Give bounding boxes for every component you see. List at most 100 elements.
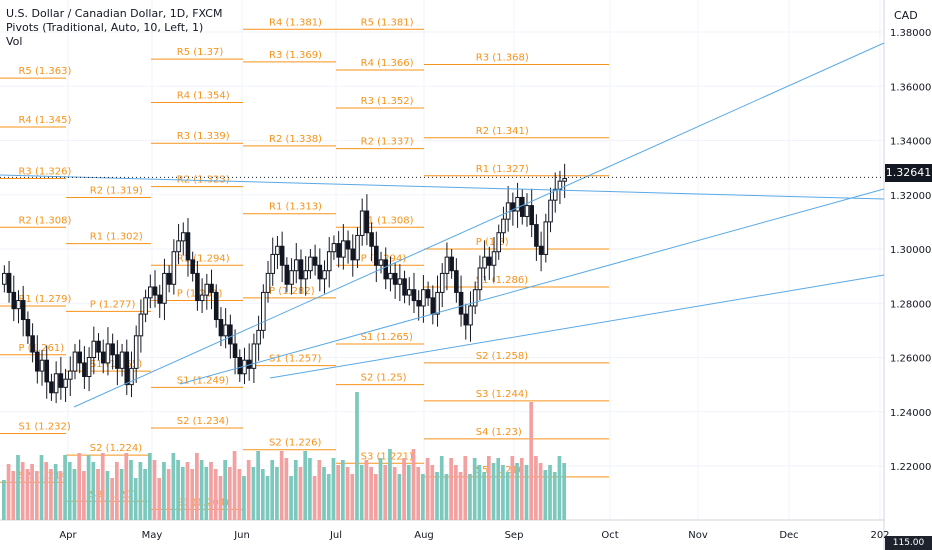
candle-body xyxy=(195,272,200,302)
volume-bar xyxy=(67,462,72,520)
candle-body xyxy=(100,351,106,364)
candle-body xyxy=(388,272,393,280)
trendline xyxy=(0,174,885,200)
candle-body xyxy=(270,253,276,274)
candle-body xyxy=(152,286,158,296)
volume-bar xyxy=(147,453,152,520)
volume-bar xyxy=(133,478,138,520)
candle-body xyxy=(364,210,370,234)
candle-body xyxy=(359,210,365,236)
volume-bar xyxy=(463,456,468,520)
volume-bar xyxy=(458,472,463,520)
candle-body xyxy=(53,373,59,394)
volume-bar xyxy=(482,472,486,520)
volume-bar xyxy=(115,462,119,520)
volume-bar xyxy=(388,449,392,520)
candle-body xyxy=(378,259,384,266)
candle-body xyxy=(345,240,351,250)
volume-bar xyxy=(369,467,373,520)
volume-bar xyxy=(166,469,171,520)
candle-body xyxy=(454,270,459,293)
candle-body xyxy=(293,259,299,272)
candle-body xyxy=(383,259,389,280)
pivot-label: R1 (1.308) xyxy=(361,215,414,226)
pivot-label: S1 (1.286) xyxy=(476,275,528,286)
volume-bar xyxy=(6,464,11,520)
candle-body xyxy=(425,289,431,299)
candle-body xyxy=(63,378,68,388)
pivot-label: R2 (1.308) xyxy=(18,215,71,226)
volume-bar xyxy=(430,465,435,520)
candle-body xyxy=(392,272,398,285)
candle-body xyxy=(449,256,454,272)
volume-bar xyxy=(77,453,82,520)
volume-bar xyxy=(543,470,548,520)
volume-bar xyxy=(204,467,209,520)
pivot-label: S2 (1.226) xyxy=(269,438,321,449)
pivot-label: R2 (1.341) xyxy=(476,126,529,137)
candle-body xyxy=(237,357,243,375)
pivot-label: P (1.3) xyxy=(476,237,509,248)
candle-body xyxy=(369,232,374,247)
price-tick-label: 1.26000 xyxy=(890,354,931,365)
volume-bar xyxy=(317,460,322,520)
candle-body xyxy=(185,232,191,261)
volume-bar xyxy=(491,463,496,520)
candle-body xyxy=(77,351,82,364)
pivot-label: R3 (1.352) xyxy=(361,96,414,107)
volume-bar xyxy=(279,451,284,520)
candle-body xyxy=(86,357,92,377)
volume-bar xyxy=(416,467,421,520)
candle-body xyxy=(416,300,421,307)
pivot-label: P (1.277) xyxy=(90,299,136,310)
trendline xyxy=(269,274,885,379)
candle-body xyxy=(171,251,177,285)
candle-body xyxy=(82,362,87,377)
time-tick-label: Aug xyxy=(414,530,434,541)
volume-bar xyxy=(96,469,100,520)
price-tick-label: 1.34000 xyxy=(890,137,931,148)
time-tick-label: May xyxy=(142,530,163,541)
volume-bar xyxy=(25,469,30,520)
volume-bar xyxy=(298,467,303,520)
candle-body xyxy=(402,278,407,296)
candle-body xyxy=(213,291,219,321)
candle-body xyxy=(303,270,308,280)
pivot-label: R1 (1.313) xyxy=(269,202,322,213)
volume-bar xyxy=(157,478,162,520)
price-tick-label: 1.24000 xyxy=(890,408,931,419)
candle-body xyxy=(199,294,205,302)
volume-bar xyxy=(251,467,256,520)
volume-bar xyxy=(501,465,505,520)
time-tick-label: Dec xyxy=(779,530,798,541)
pivot-label: R4 (1.381) xyxy=(269,17,322,28)
candle-body xyxy=(265,272,271,293)
volume-bar xyxy=(515,463,519,520)
pivot-label: R3 (1.369) xyxy=(269,50,322,61)
candle-body xyxy=(439,272,445,293)
candle-body xyxy=(209,283,214,293)
pivot-label: R1 (1.302) xyxy=(90,232,143,243)
candle-body xyxy=(105,343,111,364)
candle-body xyxy=(20,300,26,321)
volume-bar xyxy=(486,456,491,520)
volume-bar xyxy=(20,462,25,520)
candle-body xyxy=(524,205,530,217)
price-tick-label: 1.32000 xyxy=(890,191,931,202)
volume-bar xyxy=(119,469,124,520)
pivot-label: R3 (1.326) xyxy=(18,166,71,177)
trendline xyxy=(73,42,885,408)
candle-body xyxy=(124,351,130,386)
volume-bar xyxy=(336,465,340,520)
volume-bar xyxy=(557,456,562,520)
pivot-label: R1 (1.327) xyxy=(476,164,529,175)
candle-body xyxy=(529,205,534,226)
price-tick-label: 1.30000 xyxy=(890,245,931,256)
volume-bar xyxy=(232,451,237,520)
candle-body xyxy=(472,289,478,307)
candle-body xyxy=(190,259,195,274)
candle-body xyxy=(477,267,483,291)
pivots-indicator-label: Pivots (Traditional, Auto, 10, Left, 1) xyxy=(6,21,204,34)
volume-bar xyxy=(223,460,227,520)
